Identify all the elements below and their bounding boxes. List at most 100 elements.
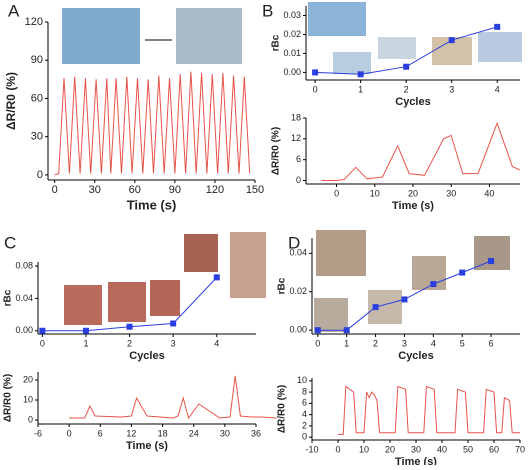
y-tick-label: 0.04 [289,248,307,258]
y-tick-label: 0 [28,414,33,424]
x-tick-label: 50 [463,444,473,454]
y-tick-label: 0.01 [283,48,301,58]
photo [478,32,522,62]
x-tick-label: 4 [431,338,436,348]
x-axis-label: Cycles [398,350,433,362]
photo [333,52,371,74]
data-point [39,327,46,334]
panel-label: A [8,1,20,20]
data-point [126,323,133,330]
y-tick-label: 0.03 [283,10,301,20]
y-axis-label: rBc [277,277,288,294]
x-tick-label: 36 [251,428,261,438]
data-point [357,71,364,78]
x-tick-label: 12 [126,428,136,438]
y-axis-label: ΔR/R0 (%) [277,385,288,433]
data-point [494,23,501,30]
x-tick-label: -6 [34,428,42,438]
data-point [314,327,321,334]
y-tick-label: 0 [296,175,301,185]
y-tick-label: 0.04 [15,293,33,303]
y-tick-label: 30 [31,131,43,143]
x-tick-label: 0 [313,84,318,94]
photo [474,236,510,270]
x-tick-label: 30 [220,428,230,438]
data-line [321,121,521,181]
x-tick-label: 3 [171,338,176,348]
x-tick-label: 24 [189,428,199,438]
photo [314,298,348,332]
y-tick-label: 0.00 [289,325,307,335]
x-tick-label: 20 [408,188,418,198]
x-axis-label: Cycles [129,350,164,362]
x-tick-label: 120 [206,184,224,196]
y-tick-label: 8 [302,386,307,396]
x-tick-label: 0 [40,338,45,348]
panel-label: D [288,233,300,252]
photo [184,234,218,272]
x-tick-label: 60 [129,184,141,196]
y-tick-label: 120 [25,16,43,28]
photo [108,282,146,322]
y-axis-label: ΔR/R0 (%) [271,127,282,175]
data-point [82,327,89,334]
panel-label: C [4,233,16,252]
x-tick-label: 2 [127,338,132,348]
data-point [488,258,495,265]
y-tick-label: 18 [291,112,301,122]
y-tick-label: 20 [23,374,33,384]
photo [64,285,102,325]
x-tick-label: 30 [411,444,421,454]
y-tick-label: 6 [296,154,301,164]
y-axis-label: ΔR/R0 (%) [4,72,18,130]
x-tick-label: 60 [489,444,499,454]
photo [62,8,140,64]
x-axis-label: Time (s) [126,440,168,452]
photo [150,280,180,316]
data-point [213,274,220,281]
data-line [54,71,251,176]
x-tick-label: 0 [67,428,72,438]
y-tick-label: 0.08 [15,260,33,270]
x-tick-label: 18 [158,428,168,438]
x-tick-label: 0 [335,444,340,454]
x-tick-label: 2 [373,338,378,348]
x-tick-label: 6 [489,338,494,348]
y-tick-label: 0.02 [289,286,307,296]
x-axis-label: Time (s) [395,456,437,465]
x-tick-label: 30 [89,184,101,196]
y-tick-label: 0.00 [283,67,301,77]
y-axis-label: rBc [271,34,282,51]
y-tick-label: 60 [31,92,43,104]
x-tick-label: 6 [98,428,103,438]
data-line [338,385,520,435]
y-axis-label: rBc [3,289,14,306]
x-tick-label: 1 [358,84,363,94]
x-tick-label: 10 [370,188,380,198]
x-tick-label: 90 [169,184,181,196]
y-tick-label: 10 [297,375,307,385]
photo [176,8,242,64]
photo [308,2,366,36]
y-tick-label: 0.00 [15,325,33,335]
y-tick-label: 0 [37,169,43,181]
y-tick-label: 2 [302,420,307,430]
y-tick-label: 10 [23,394,33,404]
y-tick-label: 0.02 [283,29,301,39]
y-tick-label: 0 [302,432,307,442]
x-tick-label: 0 [52,184,58,196]
y-tick-label: 90 [31,54,43,66]
data-point [401,296,408,303]
x-tick-label: 40 [437,444,447,454]
y-tick-label: 12 [291,133,301,143]
x-tick-label: 150 [246,184,264,196]
data-point [459,269,466,276]
x-tick-label: 1 [344,338,349,348]
data-point [403,63,410,70]
panel-label: B [262,1,273,20]
x-tick-label: 2 [404,84,409,94]
x-tick-label: 10 [359,444,369,454]
x-tick-label: 0 [315,338,320,348]
x-tick-label: 30 [446,188,456,198]
